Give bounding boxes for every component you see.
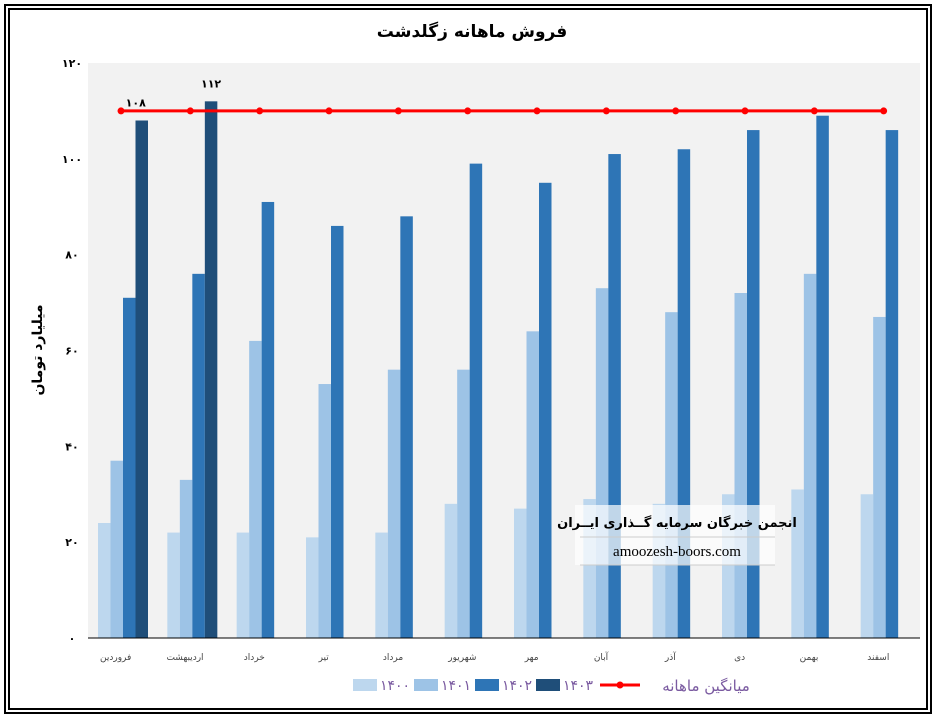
y-tick-label: ۸۰	[65, 249, 78, 262]
y-tick-label: ۱۲۰	[62, 57, 82, 70]
bar	[98, 523, 111, 638]
bar	[204, 101, 218, 639]
y-tick-label: ۱۰۰	[62, 153, 82, 166]
plot-area	[88, 63, 920, 638]
bar	[375, 532, 388, 638]
bar	[803, 273, 817, 638]
legend-label: میانگین ماهانه	[662, 677, 750, 695]
bar	[400, 216, 413, 639]
x-tick-label: خرداد	[244, 653, 265, 663]
x-tick-label: مهر	[524, 653, 539, 663]
bar	[249, 340, 262, 638]
bar	[306, 537, 319, 638]
bar	[860, 494, 874, 638]
x-tick-label: شهریور	[447, 653, 476, 663]
x-tick-label: تیر	[318, 653, 330, 663]
watermark-org: انجمن خبرگان سرمایه گــذاری ایــران	[557, 515, 797, 531]
x-tick-label: بهمن	[800, 653, 819, 663]
legend-label: ۱۴۰۱	[441, 678, 471, 694]
bar	[816, 115, 829, 639]
average-point	[741, 107, 749, 115]
bar	[665, 312, 678, 638]
bar	[331, 225, 344, 638]
bar	[261, 201, 275, 639]
average-point	[533, 107, 541, 115]
bar	[873, 316, 886, 638]
legend-swatch	[353, 679, 377, 691]
average-point	[325, 107, 333, 115]
bar	[192, 273, 205, 638]
y-tick-label: ۴۰	[65, 440, 78, 453]
average-point	[117, 107, 125, 115]
bar	[135, 120, 148, 638]
data-label: ۱۱۲	[201, 77, 221, 90]
legend-swatch	[475, 679, 499, 691]
bar	[236, 532, 250, 638]
y-tick-label: ۶۰	[65, 345, 78, 358]
legend-label: ۱۴۰۲	[502, 678, 532, 694]
bar	[123, 297, 136, 638]
x-tick-label: اردیبهشت	[166, 653, 203, 663]
bar	[179, 479, 193, 638]
x-tick-label: فروردین	[100, 653, 131, 663]
bar	[110, 460, 123, 638]
average-point	[810, 107, 818, 115]
average-point	[394, 107, 402, 115]
x-tick-label: آبان	[594, 651, 609, 663]
y-axis-label: میلیارد تومان	[30, 304, 46, 395]
watermark-site: amoozesh-boors.com	[613, 544, 741, 560]
x-tick-label: اسفند	[867, 653, 889, 663]
bar	[539, 182, 552, 638]
chart-title: فروش ماهانه زگلدشت	[377, 21, 568, 42]
average-point	[186, 107, 194, 115]
average-point	[880, 107, 888, 115]
legend-line-marker	[616, 681, 624, 689]
legend-swatch	[414, 679, 438, 691]
bar	[526, 331, 539, 638]
average-point	[672, 107, 680, 115]
bar	[469, 163, 483, 638]
bar	[885, 130, 899, 639]
legend-label: ۱۴۰۳	[563, 678, 594, 694]
watermark: انجمن خبرگان سرمایه گــذاری ایــران amoo…	[557, 505, 797, 566]
data-label: ۱۰۸	[126, 97, 146, 110]
bar	[734, 293, 747, 638]
bar	[595, 288, 609, 638]
bar	[167, 532, 180, 638]
bar	[444, 503, 458, 638]
x-tick-label: آذر	[664, 651, 676, 663]
bar	[514, 508, 527, 638]
x-tick-label: دی	[734, 653, 745, 663]
bar	[318, 384, 331, 638]
y-tick-label: ۰	[69, 632, 76, 645]
average-point	[464, 107, 472, 115]
legend-swatch	[536, 679, 560, 691]
bar	[387, 369, 401, 638]
average-point	[602, 107, 610, 115]
legend-label: ۱۴۰۰	[380, 678, 410, 694]
bar	[791, 489, 804, 638]
y-tick-label: ۲۰	[65, 536, 78, 549]
x-tick-label: مرداد	[383, 653, 403, 663]
bar	[457, 369, 470, 638]
average-point	[256, 107, 264, 115]
